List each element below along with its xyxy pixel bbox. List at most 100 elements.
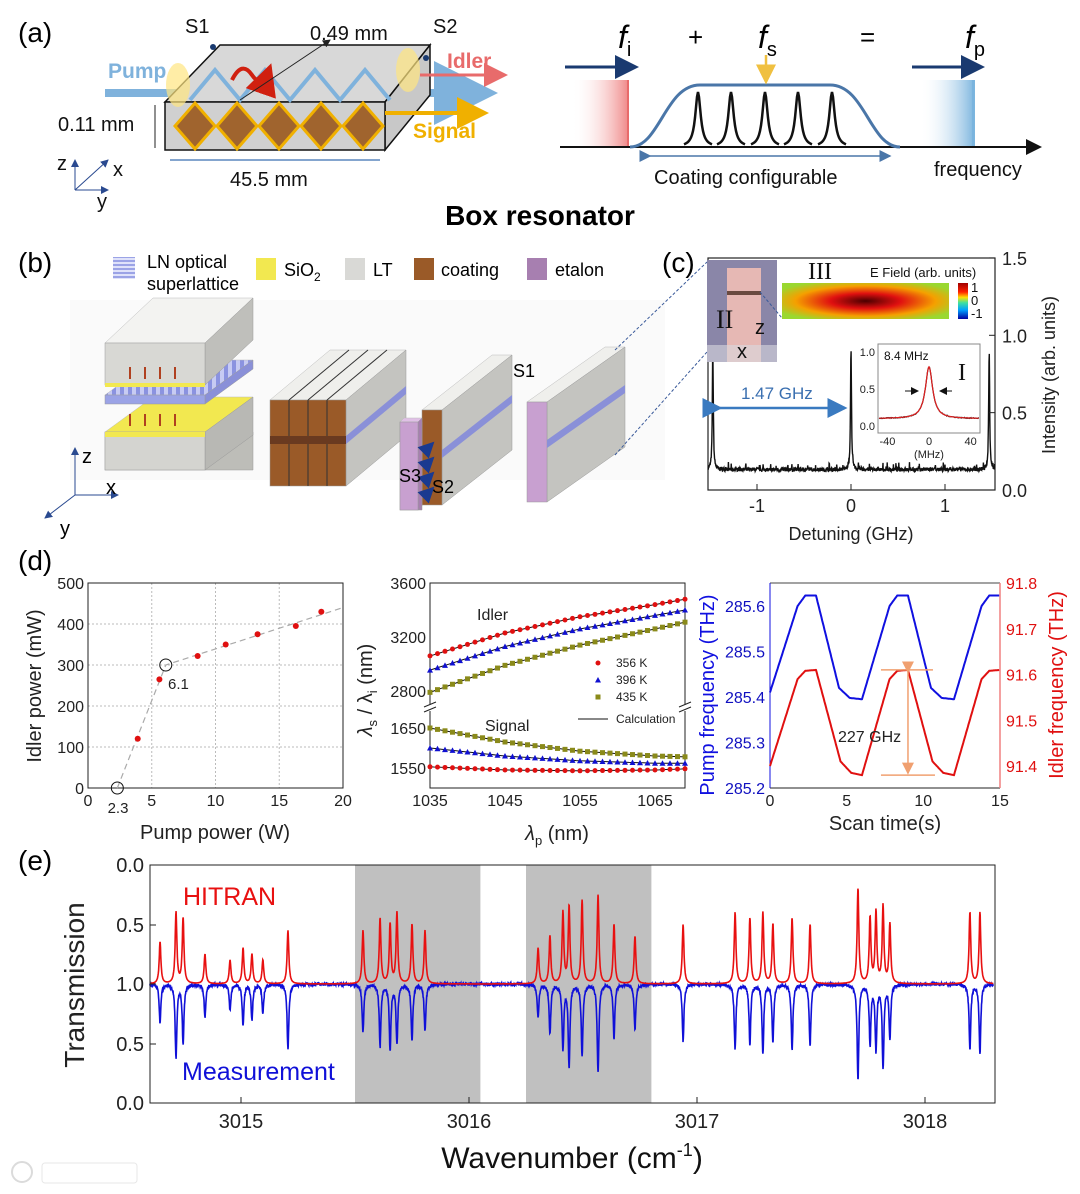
d2-legend-calculation-label: Calculation bbox=[616, 712, 675, 726]
d1-ytick-label: 200 bbox=[57, 699, 84, 716]
d2-marker-signal bbox=[562, 768, 568, 774]
e-measurement-label: Measurement bbox=[182, 1058, 335, 1086]
d2-marker-idler bbox=[652, 602, 658, 608]
d2-marker-idler bbox=[660, 624, 665, 630]
axis-y-label: y bbox=[97, 191, 107, 213]
d2-marker-signal bbox=[562, 756, 568, 763]
d2-marker-idler bbox=[465, 676, 470, 682]
c-inset-ytick-label: 0.0 bbox=[860, 421, 875, 433]
d2-marker-idler bbox=[495, 632, 500, 638]
d1-data-point bbox=[318, 608, 325, 615]
d1-x-axis-title: Pump power (W) bbox=[140, 822, 290, 844]
d2-marker-idler bbox=[599, 621, 606, 628]
d1-xtick-label: 5 bbox=[147, 793, 156, 810]
pump-band bbox=[920, 80, 975, 147]
d2-marker-signal bbox=[449, 747, 456, 753]
d2-marker-signal bbox=[495, 767, 500, 773]
d2-marker-idler bbox=[667, 623, 673, 629]
width-dimension-arrow bbox=[239, 39, 331, 101]
d3-left-ytick-label: 285.2 bbox=[725, 781, 765, 798]
d2-marker-signal bbox=[554, 756, 561, 762]
d2-marker-idler bbox=[682, 607, 688, 613]
d2-marker-signal bbox=[525, 767, 530, 773]
d2-marker-signal bbox=[644, 759, 651, 766]
d2-xtick-label: 1055 bbox=[562, 793, 598, 810]
d2-marker-idler bbox=[637, 629, 643, 635]
d2-marker-signal bbox=[600, 768, 605, 774]
d3-xtick-label: 15 bbox=[991, 793, 1009, 810]
d1-xtick-label: 15 bbox=[270, 793, 288, 810]
d2-marker-idler bbox=[682, 619, 688, 625]
d2-ytick-label: 3200 bbox=[390, 630, 426, 647]
d2-marker-signal bbox=[487, 751, 493, 757]
c-field-guide-line bbox=[759, 291, 783, 319]
c-ytick-label: 0.0 bbox=[1002, 481, 1027, 501]
d2-marker-signal bbox=[682, 760, 688, 766]
d2-marker-idler bbox=[570, 644, 575, 650]
zoom-guide-line-bottom bbox=[614, 351, 708, 456]
d2-marker-signal bbox=[607, 767, 613, 773]
d2-marker-signal bbox=[600, 750, 605, 756]
d3-idler-frequency-line bbox=[769, 668, 1000, 777]
d2-marker-idler bbox=[562, 617, 568, 623]
legend-lt: LT bbox=[373, 260, 393, 280]
d2-marker-idler bbox=[547, 632, 553, 639]
s1-marker bbox=[210, 44, 216, 50]
d2-marker-idler bbox=[427, 667, 433, 673]
d2-marker-idler bbox=[554, 631, 561, 637]
d2-marker-idler bbox=[600, 610, 605, 616]
d2-marker-idler bbox=[622, 606, 628, 612]
d2-ytick-label: 3600 bbox=[390, 576, 426, 593]
frequency-diagram bbox=[560, 55, 1042, 162]
d2-marker-idler bbox=[674, 608, 681, 614]
panel-label-b: (b) bbox=[18, 247, 52, 278]
d2-marker-idler bbox=[517, 658, 523, 664]
d2-marker-signal bbox=[629, 759, 636, 765]
d2-marker-signal bbox=[435, 764, 440, 770]
dicing-line-1 bbox=[307, 349, 369, 401]
d2-marker-idler bbox=[457, 644, 463, 650]
legend-sio2-text: SiO bbox=[284, 260, 314, 280]
d2-marker-signal bbox=[555, 768, 560, 774]
d2-marker-signal bbox=[472, 749, 478, 756]
c-colorbar-label: 1 bbox=[971, 280, 978, 295]
c-photo-z-label: z bbox=[755, 317, 765, 339]
d2-marker-idler bbox=[457, 657, 463, 664]
d1-annotation-2-3: 2.3 bbox=[108, 800, 129, 817]
c-colorbar-label: 0 bbox=[971, 293, 978, 308]
etalon-bonded-resonator-front bbox=[526, 401, 548, 503]
d2-marker-signal bbox=[427, 725, 433, 731]
d2-marker-idler bbox=[652, 612, 658, 618]
d2-marker-signal bbox=[532, 754, 538, 761]
d2-marker-idler bbox=[667, 609, 673, 616]
box-resonator-title: Box resonator bbox=[445, 200, 635, 231]
d2-marker-signal bbox=[630, 752, 635, 758]
etalon-bonded-resonator bbox=[526, 346, 626, 503]
d2-marker-signal bbox=[622, 759, 628, 765]
d2-marker-idler bbox=[577, 625, 583, 632]
d2-marker-signal bbox=[652, 760, 658, 766]
top-lt-slab-front bbox=[104, 342, 206, 386]
legend-sio2-sub: 2 bbox=[314, 270, 321, 284]
d2-marker-signal bbox=[584, 758, 591, 764]
d2-marker-idler bbox=[637, 615, 643, 621]
d2-marker-signal bbox=[442, 764, 448, 770]
d2-marker-signal bbox=[637, 752, 643, 758]
d2-marker-signal bbox=[674, 760, 681, 766]
d2-marker-signal bbox=[547, 767, 553, 773]
d2-marker-idler bbox=[570, 615, 575, 621]
d2-marker-signal bbox=[510, 740, 515, 746]
d2-marker-idler bbox=[525, 656, 530, 662]
stack-core-layer bbox=[270, 436, 346, 444]
d2-marker-idler bbox=[629, 616, 636, 622]
s3-label: S3 bbox=[399, 466, 421, 486]
coating-configurable-label: Coating configurable bbox=[654, 167, 837, 189]
d2-marker-signal bbox=[652, 753, 658, 759]
d2-marker-signal bbox=[457, 765, 463, 771]
d2-marker-idler bbox=[502, 630, 508, 636]
ln-superlattice-layer-front bbox=[104, 394, 206, 405]
d2-marker-idler bbox=[479, 650, 486, 657]
c-x-axis-title: Detuning (GHz) bbox=[788, 524, 913, 544]
d2-marker-idler bbox=[615, 608, 620, 614]
etalon-s3-body bbox=[399, 417, 423, 511]
